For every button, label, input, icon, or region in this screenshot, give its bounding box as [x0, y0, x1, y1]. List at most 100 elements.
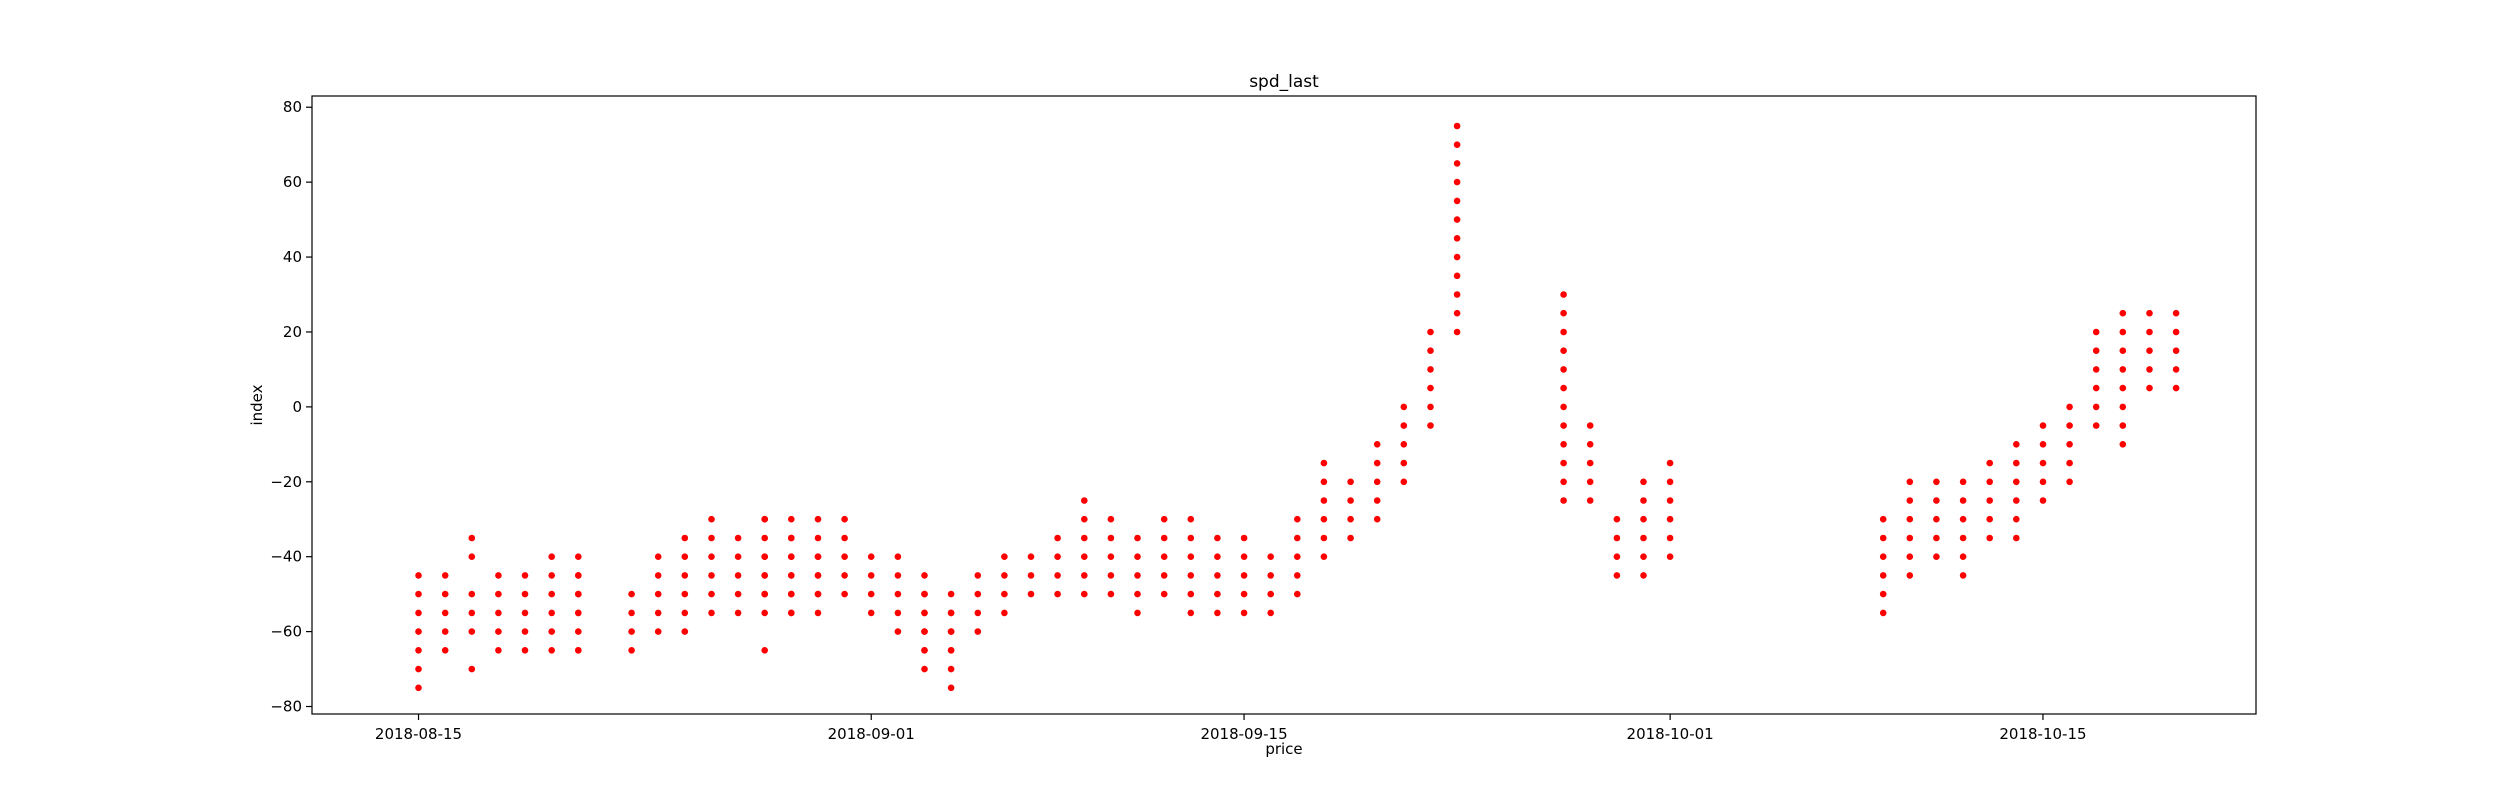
data-point	[1240, 590, 1248, 598]
data-point	[1160, 553, 1168, 560]
data-point	[1187, 515, 1195, 523]
data-point	[415, 609, 422, 617]
data-point	[1054, 590, 1061, 598]
data-point	[841, 515, 848, 523]
data-point	[894, 553, 902, 560]
data-point	[921, 647, 928, 654]
data-point	[1054, 572, 1061, 579]
data-point	[548, 590, 555, 598]
data-point	[814, 590, 822, 598]
data-point	[1613, 572, 1621, 579]
data-point	[1240, 534, 1248, 542]
data-point	[841, 572, 848, 579]
data-point	[2013, 478, 2020, 486]
data-point	[2092, 366, 2100, 373]
data-point	[2092, 422, 2100, 429]
data-point	[1160, 534, 1168, 542]
data-point	[1560, 291, 1567, 298]
data-point	[654, 628, 662, 635]
data-point	[1427, 422, 1434, 429]
data-point	[1187, 553, 1195, 560]
data-point	[1373, 441, 1381, 448]
data-point	[974, 628, 982, 635]
data-point	[921, 609, 928, 617]
data-point	[788, 609, 795, 617]
data-point	[1001, 609, 1008, 617]
data-point	[1427, 403, 1434, 411]
data-point	[1640, 534, 1647, 542]
data-point	[495, 647, 502, 654]
data-point	[1214, 572, 1221, 579]
data-point	[761, 647, 768, 654]
data-point	[1906, 572, 1914, 579]
data-point	[2172, 384, 2180, 392]
data-point	[1586, 459, 1594, 467]
data-point	[1320, 478, 1328, 486]
chart-title: spd_last	[1249, 72, 1319, 92]
data-point	[1666, 553, 1674, 560]
data-point	[1986, 478, 1993, 486]
data-point	[1560, 309, 1567, 317]
data-point	[867, 590, 875, 598]
plot-area	[311, 95, 2257, 715]
data-point	[761, 590, 768, 598]
data-point	[2039, 497, 2047, 504]
data-point	[1400, 403, 1408, 411]
data-point	[1666, 478, 1674, 486]
data-point	[1959, 497, 1967, 504]
data-point	[1586, 478, 1594, 486]
data-point	[1214, 590, 1221, 598]
data-point	[2013, 459, 2020, 467]
data-point	[1214, 609, 1221, 617]
data-point	[521, 609, 529, 617]
data-point	[708, 534, 715, 542]
data-point	[521, 590, 529, 598]
data-point	[1400, 422, 1408, 429]
data-point	[415, 665, 422, 673]
data-point	[681, 553, 689, 560]
data-point	[1347, 497, 1354, 504]
data-point	[1134, 553, 1141, 560]
data-point	[947, 647, 955, 654]
data-point	[415, 628, 422, 635]
data-point	[1906, 497, 1914, 504]
data-point	[2119, 328, 2127, 336]
y-tick-label: −60	[270, 623, 302, 641]
data-point	[575, 553, 582, 560]
data-point	[1613, 515, 1621, 523]
y-tick-label: −40	[270, 548, 302, 566]
data-point	[1214, 553, 1221, 560]
y-axis-title: index	[248, 384, 266, 425]
data-point	[1373, 478, 1381, 486]
data-point	[1453, 141, 1461, 148]
data-point	[2119, 347, 2127, 355]
data-point	[1640, 478, 1647, 486]
data-point	[1959, 515, 1967, 523]
data-point	[1373, 497, 1381, 504]
data-point	[1187, 590, 1195, 598]
data-point	[1134, 534, 1141, 542]
data-point	[894, 628, 902, 635]
data-point	[628, 647, 635, 654]
data-point	[1613, 534, 1621, 542]
data-point	[1640, 553, 1647, 560]
data-point	[1294, 590, 1301, 598]
data-point	[1640, 497, 1647, 504]
data-point	[2039, 422, 2047, 429]
y-axis: 80 60 40 20 0 −20 −40 −60 −80	[270, 98, 312, 716]
data-point	[1959, 534, 1967, 542]
data-point	[921, 590, 928, 598]
data-point	[947, 590, 955, 598]
data-point	[1160, 515, 1168, 523]
data-point	[548, 647, 555, 654]
data-point	[708, 553, 715, 560]
data-point	[2172, 366, 2180, 373]
data-point	[1427, 384, 1434, 392]
data-point	[1081, 497, 1088, 504]
data-point	[1027, 572, 1035, 579]
data-point	[1081, 553, 1088, 560]
data-point	[1160, 572, 1168, 579]
data-point	[734, 553, 742, 560]
x-tick-label: 2018-08-15	[375, 725, 462, 743]
data-point	[1320, 553, 1328, 560]
